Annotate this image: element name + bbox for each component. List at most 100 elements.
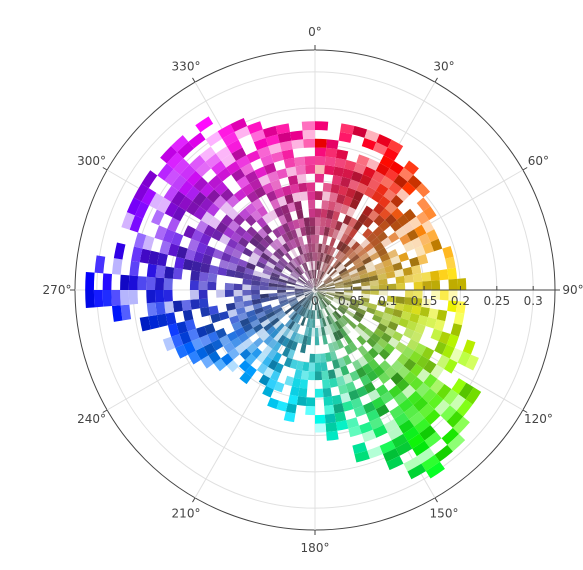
- polar-bar-cell: [195, 220, 209, 234]
- polar-bar-cell: [321, 299, 327, 308]
- polar-bar-cell: [334, 320, 343, 330]
- polar-bar-cell: [186, 201, 200, 216]
- polar-bar-cell: [323, 325, 330, 336]
- polar-bar-cell: [296, 174, 307, 184]
- polar-bar-cell: [246, 150, 261, 163]
- polar-bar-cell: [287, 278, 297, 284]
- polar-bar-cell: [362, 351, 374, 363]
- polar-bar-cell: [237, 312, 248, 322]
- polar-bar-cell: [304, 299, 310, 309]
- polar-bar-cell: [128, 290, 139, 305]
- polar-bar-cell: [337, 307, 346, 315]
- polar-bar-cell: [245, 328, 257, 338]
- polar-bar-cell: [273, 238, 283, 248]
- polar-bar-cell: [252, 323, 264, 333]
- polar-bar-cell: [352, 442, 368, 455]
- polar-bar-cell: [171, 334, 184, 348]
- polar-bar-cell: [329, 247, 337, 257]
- polar-bar-cell: [171, 190, 186, 207]
- polar-bar-cell: [334, 250, 343, 260]
- polar-bar-cell: [334, 367, 343, 378]
- polar-bar-cell: [356, 335, 367, 346]
- polar-bar-cell: [312, 260, 315, 270]
- polar-bar-cell: [456, 399, 473, 417]
- polar-bar-cell: [326, 315, 333, 325]
- polar-bar-cell: [414, 418, 431, 434]
- polar-bar-cell: [300, 254, 307, 264]
- polar-bar-cell: [308, 362, 315, 372]
- polar-bar-cell: [339, 242, 348, 253]
- polar-bar-cell: [430, 378, 445, 394]
- polar-bar-cell: [414, 245, 426, 257]
- polar-bar-cell: [133, 232, 147, 249]
- polar-bar-cell: [409, 313, 420, 324]
- polar-bar-cell: [419, 424, 436, 441]
- polar-bar-cell: [211, 160, 227, 175]
- polar-bar-cell: [131, 246, 143, 263]
- polar-bar-cell: [303, 299, 309, 308]
- polar-bar-cell: [304, 271, 310, 281]
- polar-bar-cell: [274, 362, 284, 374]
- polar-bar-cell: [343, 259, 353, 268]
- polar-bar-cell: [213, 358, 227, 372]
- polar-bar-cell: [233, 188, 247, 202]
- polar-bar-cell: [378, 371, 391, 385]
- polar-bar-cell: [342, 168, 354, 180]
- polar-bar-cell: [191, 229, 204, 243]
- polar-bar-cell: [205, 153, 221, 169]
- polar-bar-cell: [262, 224, 273, 235]
- polar-bar-cell: [288, 297, 297, 304]
- polar-bar-cell: [163, 278, 173, 290]
- polar-bar-cell: [428, 308, 439, 320]
- polar-bar-cell: [458, 382, 474, 400]
- polar-bar-cell: [217, 124, 235, 139]
- polar-bar-cell: [324, 165, 335, 176]
- polar-bar-cell: [193, 251, 205, 263]
- polar-bar-cell: [272, 320, 283, 330]
- polar-bar-cell: [279, 245, 288, 255]
- polar-bar-cell: [245, 214, 257, 227]
- polar-bar-cell: [360, 238, 371, 249]
- polar-bar-cell: [412, 297, 423, 307]
- polar-bar-cell: [303, 290, 313, 293]
- polar-bar-cell: [436, 309, 448, 322]
- polar-bar-cell: [277, 287, 286, 290]
- polar-bar-cell: [269, 275, 280, 282]
- angular-tick-label: 240°: [77, 412, 106, 426]
- polar-bar-cell: [339, 270, 349, 277]
- polar-bar-cell: [193, 206, 207, 221]
- polar-bar-cell: [258, 374, 271, 386]
- polar-bar-cell: [318, 300, 323, 310]
- polar-bar-cell: [277, 225, 286, 236]
- polar-bar-cell: [307, 243, 313, 253]
- polar-bar-cell: [284, 307, 293, 315]
- polar-bar-cell: [291, 271, 300, 279]
- polar-bar-cell: [385, 270, 396, 279]
- polar-bar-cell: [403, 208, 417, 222]
- polar-bar-cell: [315, 278, 319, 288]
- polar-bar-cell: [366, 247, 378, 257]
- polar-bar-cell: [398, 398, 414, 413]
- polar-bar-cell: [369, 279, 379, 286]
- polar-bar-cell: [247, 121, 263, 135]
- polar-bar-cell: [334, 202, 343, 213]
- polar-bar-cell: [431, 290, 441, 300]
- polar-bar-cell: [379, 155, 395, 169]
- polar-bar-cell: [375, 404, 390, 418]
- polar-bar-cell: [340, 272, 350, 279]
- polar-bar-cell: [234, 326, 246, 338]
- polar-bar-cell: [253, 137, 269, 151]
- polar-bar-cell: [352, 257, 363, 266]
- polar-bar-cell: [372, 142, 388, 156]
- polar-bar-cell: [242, 295, 252, 302]
- polar-bar-cell: [334, 157, 347, 169]
- polar-bar-cell: [300, 343, 307, 354]
- polar-bar-cell: [327, 200, 337, 211]
- polar-bar-cell: [421, 388, 437, 404]
- polar-bar-cell: [297, 265, 305, 274]
- polar-bar-cell: [343, 284, 353, 288]
- polar-bar-cell: [167, 323, 180, 337]
- polar-bar-cell: [280, 204, 290, 215]
- polar-bar-cell: [347, 238, 357, 248]
- polar-bar-cell: [171, 232, 184, 246]
